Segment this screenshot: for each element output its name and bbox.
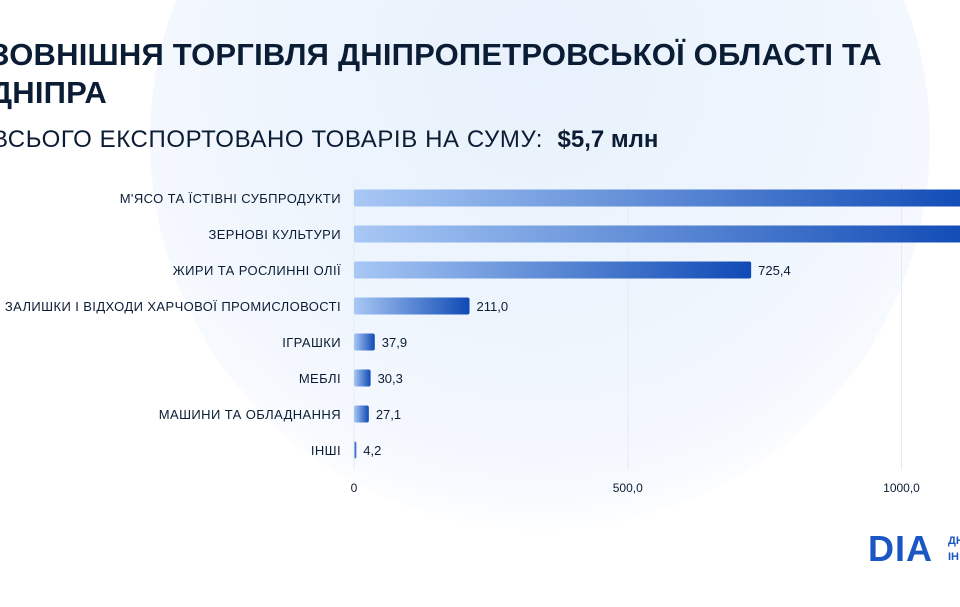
value-label: 37,9	[382, 335, 407, 350]
dia-logo-tagline-top: ДН	[948, 535, 960, 547]
x-tick-label: 500,0	[613, 481, 643, 495]
bar	[354, 297, 470, 315]
bar	[354, 405, 369, 423]
value-label: 4,2	[363, 443, 381, 458]
value-label: 27,1	[376, 407, 401, 422]
export-summary: ВСЬОГО ЕКСПОРТОВАНО ТОВАРІВ НА СУМУ: $5,…	[0, 126, 658, 154]
bar	[354, 441, 357, 459]
dia-logo-tagline-bottom: ІН	[948, 551, 959, 563]
bar	[354, 261, 752, 279]
bar	[354, 369, 371, 387]
value-label: 30,3	[378, 371, 403, 386]
export-summary-label: ВСЬОГО ЕКСПОРТОВАНО ТОВАРІВ НА СУМУ:	[0, 126, 544, 153]
bars	[354, 189, 960, 459]
bar	[354, 225, 960, 243]
bar	[354, 189, 960, 207]
dia-logo: DIA ДН ІН	[868, 528, 960, 568]
category-label: ЗЕРНОВІ КУЛЬТУРИ	[208, 227, 341, 242]
dia-logo-text: DIA	[868, 528, 933, 568]
bar	[354, 333, 375, 351]
page-title: ЗОВНІШНЯ ТОРГІВЛЯ ДНІПРОПЕТРОВСЬКОЇ ОБЛА…	[0, 37, 882, 110]
x-tick-label: 1000,0	[883, 481, 920, 495]
value-label: 725,4	[758, 263, 791, 278]
category-label: М'ЯСО ТА ЇСТІВНІ СУБПРОДУКТИ	[120, 191, 341, 206]
export-total-value: $5,7 млн	[557, 126, 659, 153]
category-label: МАШИНИ ТА ОБЛАДНАННЯ	[159, 407, 341, 422]
category-label: ІГРАШКИ	[282, 335, 341, 350]
category-label: ЖИРИ ТА РОСЛИННІ ОЛІЇ	[173, 263, 341, 278]
category-label: ЗАЛИШКИ І ВІДХОДИ ХАРЧОВОЇ ПРОМИСЛОВОСТІ	[5, 299, 341, 314]
category-label: МЕБЛІ	[299, 371, 341, 386]
x-tick-label: 0	[351, 481, 358, 495]
category-label: ІНШІ	[311, 443, 341, 458]
value-label: 211,0	[477, 299, 509, 314]
grid-lines	[353, 182, 902, 470]
